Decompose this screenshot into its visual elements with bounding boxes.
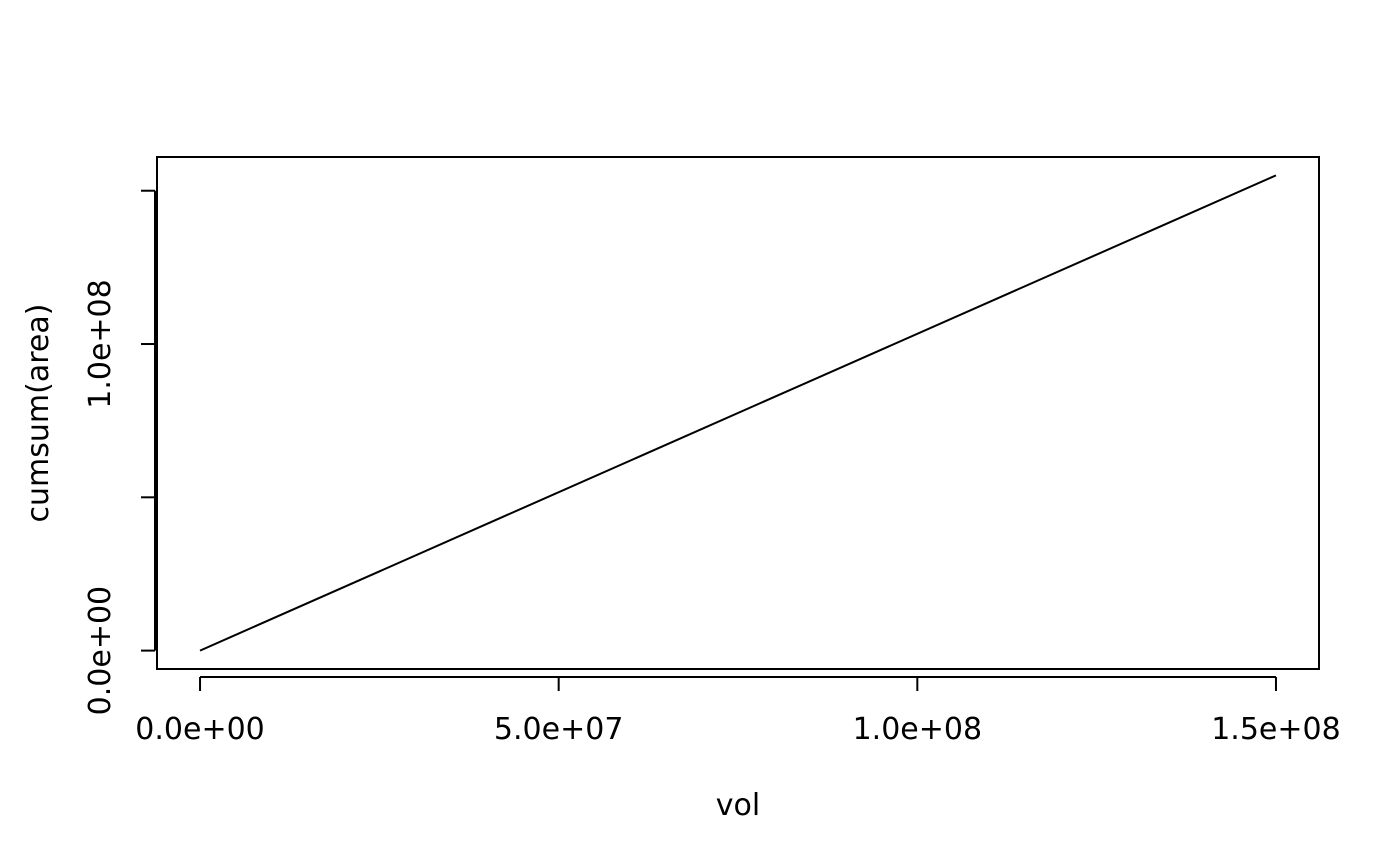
series-line — [199, 174, 1277, 652]
y-axis: 0.0e+00 1.0e+08 — [83, 189, 156, 715]
x-axis-title: vol — [716, 788, 760, 823]
x-tick-label: 1.0e+08 — [853, 712, 982, 747]
series-layer — [199, 174, 1277, 652]
x-axis: 0.0e+00 5.0e+07 1.0e+08 1.5e+08 — [135, 676, 1341, 747]
plot-box — [156, 156, 1320, 670]
x-tick-label: 1.5e+08 — [1211, 712, 1340, 747]
y-tick-label: 1.0e+08 — [83, 279, 118, 408]
y-tick-label: 0.0e+00 — [83, 586, 118, 715]
x-tick-label: 0.0e+00 — [135, 712, 264, 747]
y-axis-title: cumsum(area) — [21, 304, 56, 523]
x-tick-label: 5.0e+07 — [494, 712, 623, 747]
